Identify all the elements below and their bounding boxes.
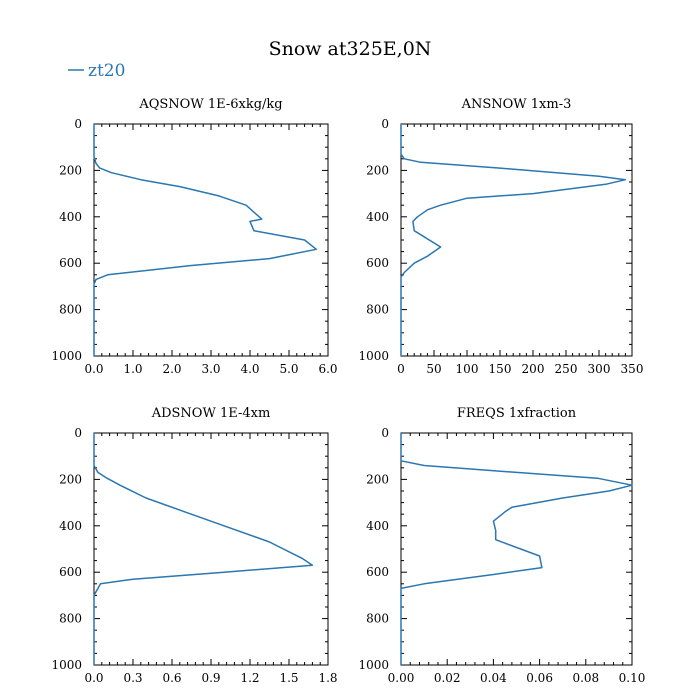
x-tick-label: 1.8	[318, 671, 337, 685]
chart-panel-2: ANSNOW 1xm-3 0 50 100 150 200 250 300 350 0 200 400…	[358, 97, 643, 376]
series-line-zt20	[93, 433, 314, 665]
y-tick-label: 1000	[358, 658, 389, 672]
series-line-zt20	[400, 433, 633, 665]
panel-title: AQSNOW 1E-6xkg/kg	[138, 97, 282, 112]
y-tick-label: 200	[366, 163, 389, 177]
x-tick-label: 0.10	[619, 671, 646, 685]
y-tick-label: 1000	[51, 349, 82, 363]
x-tick-label: 5.0	[279, 362, 298, 376]
y-tick-label: 400	[59, 519, 82, 533]
x-tick-label: 4.0	[240, 362, 259, 376]
x-tick-label: 1.0	[123, 362, 142, 376]
y-tick-label: 200	[59, 472, 82, 486]
y-tick-label: 800	[366, 303, 389, 317]
y-tick-label: 400	[366, 210, 389, 224]
y-tick-label: 0	[74, 426, 82, 440]
y-tick-label: 800	[366, 612, 389, 626]
x-tick-label: 0.6	[162, 671, 181, 685]
x-tick-label: 50	[426, 362, 441, 376]
plot-frame	[400, 123, 633, 357]
x-tick-label: 350	[621, 362, 644, 376]
x-tick-label: 2.0	[162, 362, 181, 376]
y-tick-label: 600	[366, 256, 389, 270]
x-tick-label: 1.2	[240, 671, 259, 685]
panel-title: ANSNOW 1xm-3	[461, 97, 572, 112]
plot-frame	[400, 432, 633, 666]
x-tick-label: 0.0	[84, 671, 103, 685]
plot-frame	[93, 432, 329, 666]
chart-panel-1: AQSNOW 1E-6xkg/kg 0.0 1.0 2.0 3.0 4.0 5.0 6.0 0 2…	[51, 97, 337, 376]
y-tick-label: 600	[59, 565, 82, 579]
y-tick-label: 1000	[51, 658, 82, 672]
x-tick-label: 6.0	[318, 362, 337, 376]
x-tick-label: 3.0	[201, 362, 220, 376]
x-tick-label: 0.08	[572, 671, 599, 685]
series-line-zt20	[400, 124, 627, 356]
x-tick-label: 100	[456, 362, 479, 376]
x-tick-label: 250	[555, 362, 578, 376]
y-tick-label: 1000	[358, 349, 389, 363]
figure-title: Snow at325E,0N	[269, 38, 432, 60]
x-tick-label: 0.06	[526, 671, 553, 685]
legend: zt20	[68, 61, 125, 81]
y-tick-label: 600	[59, 256, 82, 270]
legend-label: zt20	[88, 61, 125, 81]
panel-title: FREQS 1xfraction	[457, 406, 577, 421]
y-tick-label: 600	[366, 565, 389, 579]
y-tick-label: 200	[59, 163, 82, 177]
x-tick-label: 0.02	[434, 671, 461, 685]
y-tick-label: 800	[59, 612, 82, 626]
y-tick-label: 400	[59, 210, 82, 224]
y-tick-label: 0	[381, 117, 389, 131]
chart-panel-4: FREQS 1xfraction 0.00 0.02 0.04 0.06 0.08 0.10…	[358, 406, 645, 685]
x-tick-label: 0.9	[201, 671, 220, 685]
y-tick-label: 800	[59, 303, 82, 317]
x-tick-label: 0.0	[84, 362, 103, 376]
y-tick-label: 0	[74, 117, 82, 131]
y-tick-label: 200	[366, 472, 389, 486]
plot-frame	[93, 123, 329, 357]
x-tick-label: 150	[489, 362, 512, 376]
y-tick-label: 400	[366, 519, 389, 533]
series-line-zt20	[93, 124, 318, 356]
x-tick-label: 0.3	[123, 671, 142, 685]
panel-title: ADSNOW 1E-4xm	[151, 406, 271, 421]
y-tick-label: 0	[381, 426, 389, 440]
x-tick-label: 0.04	[480, 671, 507, 685]
x-tick-label: 0	[397, 362, 405, 376]
chart-panel-3: ADSNOW 1E-4xm 0.0 0.3 0.6 0.9 1.2 1.5 1.8 0 200 40…	[51, 406, 337, 685]
x-tick-label: 1.5	[279, 671, 298, 685]
x-tick-label: 0.00	[388, 671, 415, 685]
x-tick-label: 300	[588, 362, 611, 376]
x-tick-label: 200	[522, 362, 545, 376]
